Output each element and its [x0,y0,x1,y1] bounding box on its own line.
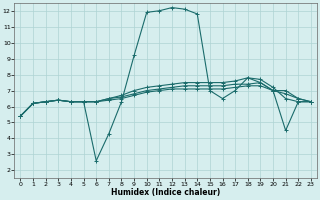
X-axis label: Humidex (Indice chaleur): Humidex (Indice chaleur) [111,188,220,197]
